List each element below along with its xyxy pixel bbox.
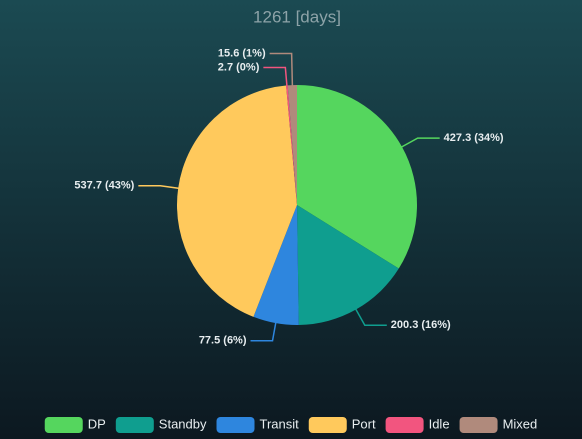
pie-slice — [287, 85, 297, 205]
leader-line — [138, 184, 181, 190]
leader-line — [250, 320, 277, 342]
pie-slice — [297, 205, 399, 325]
data-label: 537.7 (43%) — [74, 180, 134, 192]
data-label: 77.5 (6%) — [199, 335, 247, 347]
pie-slice — [253, 205, 299, 325]
legend-label: Standby — [159, 416, 207, 431]
pie-slice — [297, 85, 417, 269]
legend-swatch — [44, 417, 83, 433]
legend-swatch — [459, 417, 498, 433]
legend-label: Mixed — [503, 416, 538, 431]
leader-line — [269, 52, 294, 88]
legend-swatch — [216, 417, 255, 433]
data-label: 427.3 (34%) — [444, 132, 504, 144]
chart-title: 1261 [days] — [253, 7, 341, 26]
legend-label: Transit — [260, 416, 300, 431]
legend-swatch — [115, 417, 154, 433]
data-label: 15.6 (1%) — [218, 47, 266, 59]
legend-label: Port — [352, 416, 376, 431]
legend-label: DP — [88, 416, 106, 431]
data-label: 200.3 (16%) — [391, 319, 451, 331]
pie-slice — [177, 85, 297, 317]
pie-slice — [286, 85, 297, 205]
leader-line — [263, 66, 288, 88]
legend-label: Idle — [429, 416, 450, 431]
legend-swatch — [308, 417, 347, 433]
legend-swatch — [385, 417, 424, 433]
leader-line — [399, 137, 440, 149]
leader-line — [354, 307, 387, 326]
data-label: 2.7 (0%) — [218, 61, 260, 73]
